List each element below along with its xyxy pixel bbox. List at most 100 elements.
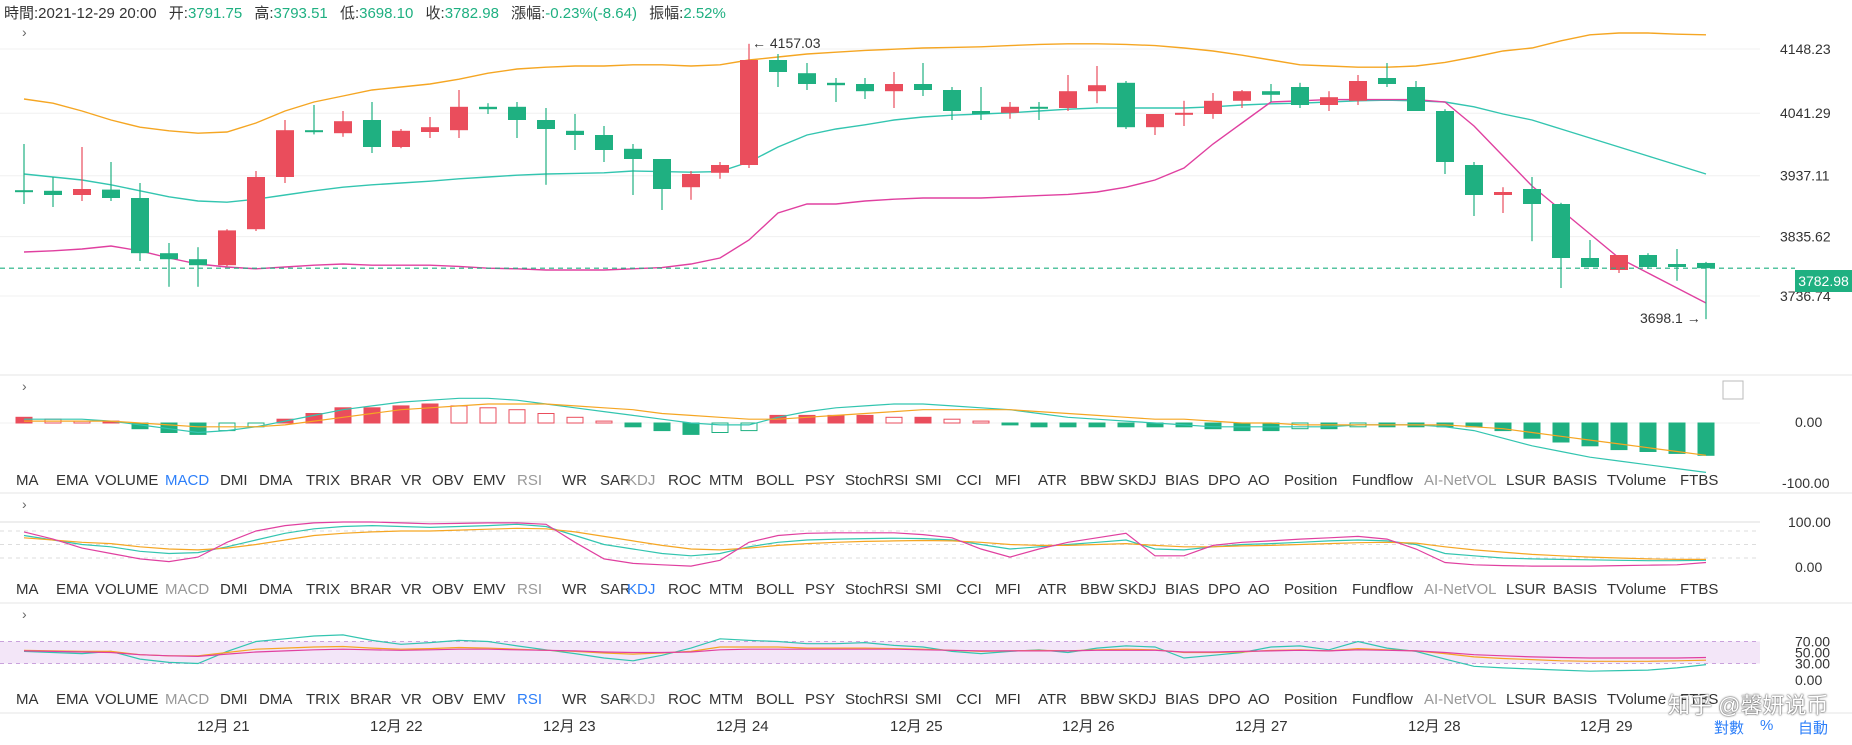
indicator-tab-tvolume[interactable]: TVolume [1607,581,1667,598]
indicator-tab-vr[interactable]: VR [401,581,422,598]
indicator-tab-stochrsi[interactable]: StochRSI [845,581,909,598]
collapse-chevron-icon[interactable]: › [22,24,27,40]
indicator-tab-obv[interactable]: OBV [432,472,464,489]
indicator-tab-dpo[interactable]: DPO [1208,581,1241,598]
indicator-tab-lsur[interactable]: LSUR [1506,472,1547,489]
indicator-tab-brar[interactable]: BRAR [350,472,392,489]
indicator-tab-kdj[interactable]: KDJ [627,581,656,598]
indicator-tab-dma[interactable]: DMA [259,691,293,708]
indicator-tab-ftbs[interactable]: FTBS [1680,691,1719,708]
indicator-tab-atr[interactable]: ATR [1038,581,1067,598]
indicator-tab-stochrsi[interactable]: StochRSI [845,472,909,489]
indicator-tab-ma[interactable]: MA [16,472,39,489]
indicator-tab-ma[interactable]: MA [16,581,39,598]
indicator-tab-fundflow[interactable]: Fundflow [1352,691,1413,708]
indicator-tab-roc[interactable]: ROC [668,691,702,708]
indicator-tab-obv[interactable]: OBV [432,581,464,598]
indicator-tab-boll[interactable]: BOLL [756,472,795,489]
indicator-tab-dmi[interactable]: DMI [220,581,248,598]
indicator-tab-rsi[interactable]: RSI [517,691,543,708]
indicator-tab-ema[interactable]: EMA [56,691,89,708]
log-scale-button[interactable]: 對數 [1714,720,1745,737]
indicator-tab-wr[interactable]: WR [562,581,587,598]
indicator-tab-dmi[interactable]: DMI [220,691,248,708]
indicator-tab-mfi[interactable]: MFI [995,581,1021,598]
percent-scale-button[interactable]: % [1760,717,1774,734]
indicator-tab-dpo[interactable]: DPO [1208,691,1241,708]
indicator-tab-atr[interactable]: ATR [1038,691,1067,708]
indicator-tab-lsur[interactable]: LSUR [1506,581,1547,598]
indicator-tab-fundflow[interactable]: Fundflow [1352,472,1413,489]
indicator-tab-brar[interactable]: BRAR [350,691,392,708]
indicator-tab-mtm[interactable]: MTM [709,691,744,708]
indicator-tab-ao[interactable]: AO [1248,691,1270,708]
indicator-tab-emv[interactable]: EMV [473,472,506,489]
indicator-tab-roc[interactable]: ROC [668,472,702,489]
indicator-tab-position[interactable]: Position [1284,472,1338,489]
indicator-tab-volume[interactable]: VOLUME [95,581,159,598]
indicator-tab-bias[interactable]: BIAS [1165,581,1200,598]
indicator-tab-atr[interactable]: ATR [1038,472,1067,489]
indicator-tab-trix[interactable]: TRIX [306,691,341,708]
indicator-tab-skdj[interactable]: SKDJ [1118,472,1157,489]
indicator-tab-mtm[interactable]: MTM [709,581,744,598]
indicator-tab-vr[interactable]: VR [401,472,422,489]
indicator-tab-volume[interactable]: VOLUME [95,691,159,708]
indicator-tab-emv[interactable]: EMV [473,581,506,598]
indicator-tab-sar[interactable]: SAR [600,581,631,598]
indicator-tab-mtm[interactable]: MTM [709,472,744,489]
indicator-tab-boll[interactable]: BOLL [756,691,795,708]
indicator-tab-dma[interactable]: DMA [259,472,293,489]
indicator-tab-cci[interactable]: CCI [956,581,982,598]
indicator-tab-ftbs[interactable]: FTBS [1680,581,1719,598]
indicator-tab-trix[interactable]: TRIX [306,472,341,489]
kdj-chevron-icon[interactable]: › [22,496,27,512]
indicator-tab-rsi[interactable]: RSI [517,581,543,598]
indicator-tab-bbw[interactable]: BBW [1080,581,1115,598]
indicator-tab-skdj[interactable]: SKDJ [1118,581,1157,598]
indicator-tab-position[interactable]: Position [1284,691,1338,708]
indicator-tab-ema[interactable]: EMA [56,472,89,489]
indicator-tab-wr[interactable]: WR [562,691,587,708]
indicator-tab-basis[interactable]: BASIS [1553,472,1598,489]
indicator-tab-rsi[interactable]: RSI [517,472,543,489]
indicator-tab-basis[interactable]: BASIS [1553,581,1598,598]
indicator-tab-boll[interactable]: BOLL [756,581,795,598]
indicator-tab-psy[interactable]: PSY [805,472,836,489]
indicator-tab-volume[interactable]: VOLUME [95,472,159,489]
indicator-tab-cci[interactable]: CCI [956,472,982,489]
indicator-tab-mfi[interactable]: MFI [995,691,1021,708]
indicator-tab-tvolume[interactable]: TVolume [1607,472,1667,489]
indicator-tab-ma[interactable]: MA [16,691,39,708]
indicator-tab-smi[interactable]: SMI [915,691,942,708]
indicator-tab-psy[interactable]: PSY [805,691,836,708]
indicator-tab-kdj[interactable]: KDJ [627,472,656,489]
indicator-tab-fundflow[interactable]: Fundflow [1352,581,1413,598]
indicator-tab-psy[interactable]: PSY [805,581,836,598]
indicator-tab-emv[interactable]: EMV [473,691,506,708]
indicator-tab-tvolume[interactable]: TVolume [1607,691,1667,708]
indicator-tab-roc[interactable]: ROC [668,581,702,598]
indicator-tab-sar[interactable]: SAR [600,691,631,708]
indicator-tab-mfi[interactable]: MFI [995,472,1021,489]
indicator-tab-position[interactable]: Position [1284,581,1338,598]
indicator-tab-kdj[interactable]: KDJ [627,691,656,708]
indicator-tab-bias[interactable]: BIAS [1165,691,1200,708]
indicator-tab-macd[interactable]: MACD [165,472,210,489]
indicator-tab-cci[interactable]: CCI [956,691,982,708]
indicator-tab-macd[interactable]: MACD [165,581,210,598]
indicator-tab-dmi[interactable]: DMI [220,472,248,489]
indicator-tab-sar[interactable]: SAR [600,472,631,489]
indicator-tab-lsur[interactable]: LSUR [1506,691,1547,708]
indicator-tab-ao[interactable]: AO [1248,472,1270,489]
indicator-tab-ao[interactable]: AO [1248,581,1270,598]
indicator-tab-ai-netvol[interactable]: AI-NetVOL [1424,472,1497,489]
indicator-tab-bbw[interactable]: BBW [1080,472,1115,489]
indicator-tab-trix[interactable]: TRIX [306,581,341,598]
rsi-chevron-icon[interactable]: › [22,606,27,622]
indicator-tab-skdj[interactable]: SKDJ [1118,691,1157,708]
indicator-tab-dpo[interactable]: DPO [1208,472,1241,489]
indicator-tab-obv[interactable]: OBV [432,691,464,708]
indicator-tab-vr[interactable]: VR [401,691,422,708]
indicator-tab-bias[interactable]: BIAS [1165,472,1200,489]
